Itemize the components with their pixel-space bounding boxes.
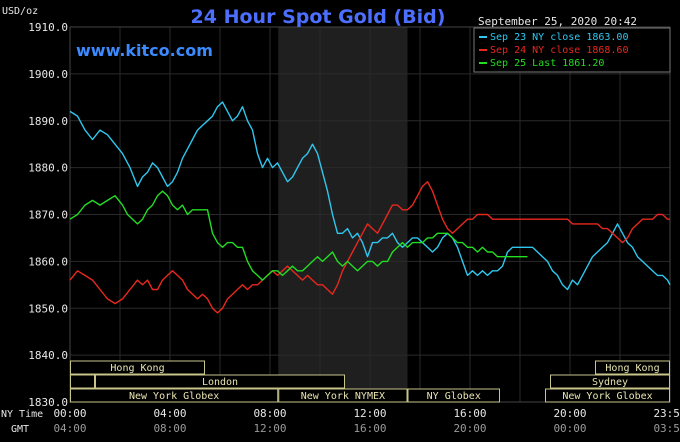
brand-label: www.kitco.com bbox=[76, 41, 213, 60]
session-bar bbox=[278, 388, 408, 403]
legend-entry-label: Sep 25 Last 1861.20 bbox=[490, 58, 604, 69]
price-series-line bbox=[69, 181, 670, 314]
session-bar bbox=[595, 360, 670, 375]
x-tick-label-ny: 23:59 bbox=[653, 407, 680, 420]
session-label: Sydney bbox=[592, 377, 628, 388]
row-label-ny-time: NY Time bbox=[1, 409, 43, 420]
y-tick-label: 1910.0 bbox=[28, 21, 68, 34]
session-label: Hong Kong bbox=[605, 363, 659, 374]
session-bar bbox=[545, 388, 670, 403]
session-label: New York Globex bbox=[562, 391, 652, 402]
y-tick-label: 1840.0 bbox=[28, 349, 68, 362]
session-bar bbox=[550, 374, 670, 389]
session-bar bbox=[70, 374, 95, 389]
x-tick-label-gmt: 08:00 bbox=[153, 422, 186, 435]
x-tick-label-gmt: 04:00 bbox=[53, 422, 86, 435]
price-series-line bbox=[69, 190, 528, 281]
x-tick-label-ny: 00:00 bbox=[53, 407, 86, 420]
session-label: Hong Kong bbox=[110, 363, 164, 374]
session-label: London bbox=[202, 377, 238, 388]
x-tick-label-ny: 12:00 bbox=[353, 407, 386, 420]
session-bars-layer: Hong Kong Hong Kong London Sydney New York G… bbox=[70, 360, 670, 403]
x-tick-label-gmt: 16:00 bbox=[353, 422, 386, 435]
y-tick-label: 1860.0 bbox=[28, 255, 68, 268]
series-layer bbox=[69, 101, 671, 314]
price-series-line bbox=[69, 101, 671, 291]
timestamp-label: September 25, 2020 20:42 bbox=[478, 15, 637, 28]
row-label-gmt: GMT bbox=[11, 424, 29, 435]
x-tick-label-ny: 16:00 bbox=[453, 407, 486, 420]
x-tick-label-gmt: 12:00 bbox=[253, 422, 286, 435]
grid-layer bbox=[69, 26, 671, 403]
session-bar bbox=[70, 360, 205, 375]
x-tick-label-gmt: 03:59 bbox=[653, 422, 680, 435]
y-tick-label: 1880.0 bbox=[28, 162, 68, 175]
y-tick-label: 1850.0 bbox=[28, 302, 68, 315]
session-bar bbox=[95, 374, 345, 389]
session-bar bbox=[70, 388, 279, 403]
session-label: New York Globex bbox=[129, 391, 219, 402]
session-label: NY Globex bbox=[427, 391, 481, 402]
y-axis-unit-label: USD/oz bbox=[2, 6, 38, 17]
legend-box bbox=[473, 27, 671, 73]
session-label: New York NYMEX bbox=[301, 391, 385, 402]
x-tick-label-gmt: 00:00 bbox=[553, 422, 586, 435]
y-tick-label: 1870.0 bbox=[28, 209, 68, 222]
axis-layer: 1910.0 1900.0 1890.0 1880.0 1870.0 1860.0 1850… bbox=[28, 21, 680, 435]
session-bar bbox=[407, 388, 500, 403]
x-tick-label-gmt: 20:00 bbox=[453, 422, 486, 435]
legend-entry-label: Sep 23 NY close 1863.00 bbox=[490, 32, 628, 43]
y-tick-label: 1900.0 bbox=[28, 68, 68, 81]
x-tick-label-ny: 20:00 bbox=[553, 407, 586, 420]
y-tick-label: 1890.0 bbox=[28, 115, 68, 128]
legend: Sep 23 NY close 1863.00 Sep 24 NY close 1… bbox=[473, 27, 671, 73]
legend-entry-label: Sep 24 NY close 1868.60 bbox=[490, 45, 628, 56]
y-tick-label: 1830.0 bbox=[28, 396, 68, 409]
x-tick-label-ny: 08:00 bbox=[253, 407, 286, 420]
chart-title: 24 Hour Spot Gold (Bid) bbox=[191, 6, 446, 28]
x-tick-label-ny: 04:00 bbox=[153, 407, 186, 420]
